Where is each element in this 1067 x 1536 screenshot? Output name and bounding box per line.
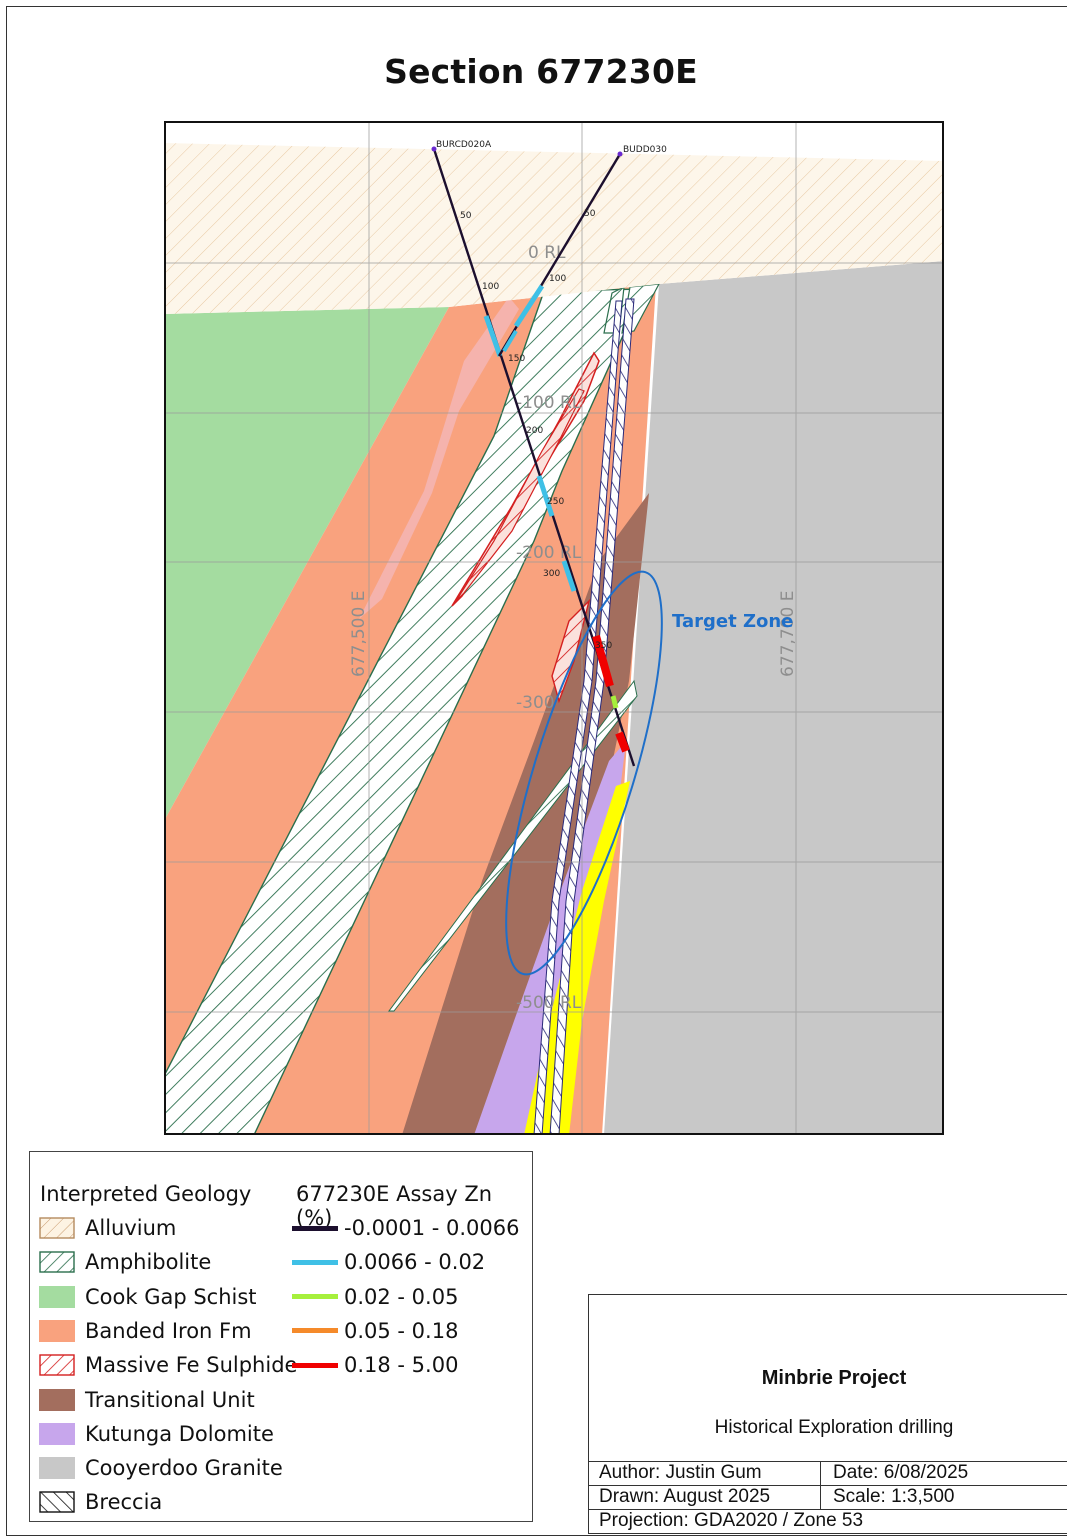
grid-labels: 0 RL -100 RL -200 RL -300 -500 RL 677,50…: [349, 243, 798, 1013]
projection-field: Projection: GDA2020 / Zone 53: [599, 1510, 864, 1531]
scale-field: Scale: 1:3,500: [833, 1486, 955, 1507]
legend-swatch: [39, 1217, 75, 1239]
legend-geology-label: Cooyerdoo Granite: [85, 1456, 283, 1481]
project-name: Minbrie Project: [761, 1367, 907, 1389]
legend-line-swatch: [292, 1294, 338, 1300]
title-block-grid: Author: Justin Gum Date: 6/08/2025 Drawn…: [589, 1461, 1067, 1533]
legend-line-swatch: [292, 1362, 338, 1368]
title-block-row: Author: Justin Gum Date: 6/08/2025: [589, 1461, 1067, 1485]
section-title: Section 677230E: [384, 52, 698, 91]
legend-swatch: [39, 1354, 75, 1376]
target-zone-ellipse: [505, 570, 663, 976]
hole-label-budd030: BUDD030: [623, 145, 667, 155]
rl-label-100: -100 RL: [516, 393, 582, 413]
depth-350-a: 350: [595, 641, 612, 651]
legend-swatch: [39, 1319, 75, 1342]
legend-geology-label: Kutunga Dolomite: [85, 1421, 274, 1446]
legend-geology-item: Banded Iron Fm: [39, 1316, 252, 1346]
legend-swatch: [39, 1457, 75, 1480]
title-block-row: Drawn: August 2025 Scale: 1:3,500: [589, 1485, 1067, 1509]
legend-swatch: [39, 1285, 75, 1308]
easting-label-500: 677,500 E: [349, 591, 369, 677]
legend-line-swatch: [292, 1259, 338, 1265]
easting-label-700: 677,700 E: [778, 591, 798, 677]
depth-200-a: 200: [526, 426, 543, 436]
title-block: Minbrie Project Historical Exploration d…: [588, 1294, 1067, 1534]
depth-50-a: 50: [460, 211, 472, 221]
drawn-field: Drawn: August 2025: [589, 1486, 821, 1509]
legend-geology-item: Cooyerdoo Granite: [39, 1453, 283, 1483]
legend-geology-label: Massive Fe Sulphide: [85, 1353, 298, 1378]
rl-label-500: -500 RL: [516, 993, 582, 1013]
legend-geology-item: Transitional Unit: [39, 1385, 255, 1415]
legend-geology-label: Alluvium: [85, 1216, 177, 1240]
date-field: Date: 6/08/2025: [833, 1462, 969, 1483]
breccia-band-1: [533, 300, 623, 1135]
legend-geology-item: Amphibolite: [39, 1247, 211, 1277]
grid-lines: [164, 121, 944, 1135]
legend-assay-label: 0.0066 - 0.02: [344, 1250, 486, 1275]
hole-labels: BURCD020A BUDD030 50 100 150 200 250 300…: [436, 140, 667, 651]
legend-geology-item: Massive Fe Sulphide: [39, 1350, 297, 1380]
target-zone-label: Target Zone: [672, 611, 793, 632]
depth-250-a: 250: [547, 497, 564, 507]
legend-geology-item: Alluvium: [39, 1213, 176, 1243]
depth-100-b: 100: [549, 274, 566, 284]
legend-geology-title: Interpreted Geology: [40, 1182, 252, 1206]
legend-geology-label: Transitional Unit: [85, 1387, 255, 1412]
legend-assay-item: 0.0066 - 0.02: [292, 1247, 485, 1277]
rl-label-300: -300: [516, 693, 555, 713]
legend-assay-item: 0.18 - 5.00: [292, 1350, 458, 1380]
legend-geology-label: Banded Iron Fm: [85, 1318, 252, 1343]
legend-assay-title: 677230E Assay Zn (%): [296, 1182, 493, 1230]
legend-geology-item: Kutunga Dolomite: [39, 1419, 274, 1449]
alluvium-cover: [164, 143, 944, 314]
legend-assay-label: 0.02 - 0.05: [344, 1284, 459, 1309]
depth-50-b: 50: [584, 209, 596, 219]
breccia-band-2: [549, 298, 635, 1135]
depth-100-a: 100: [482, 282, 499, 292]
legend-geology-label: Amphibolite: [85, 1250, 212, 1275]
granite-yellow-wedge: [524, 781, 630, 1135]
legend-geology-item: Breccia: [39, 1487, 162, 1517]
legend-assay-item: 0.02 - 0.05: [292, 1282, 458, 1312]
legend-line-swatch: [292, 1225, 338, 1231]
legend-geology-label: Breccia: [85, 1490, 163, 1515]
map-border: [164, 121, 944, 1135]
legend-line-swatch: [292, 1328, 338, 1334]
legend-geology-label: Cook Gap Schist: [85, 1284, 257, 1309]
depth-300-a: 300: [543, 569, 560, 579]
sulphide-lens-2: [455, 388, 585, 602]
hole-label-burcd020a: BURCD020A: [436, 140, 492, 150]
granite-body: [604, 261, 944, 1135]
author-field: Author: Justin Gum: [589, 1462, 821, 1485]
schist-lens: [359, 297, 519, 619]
title-block-row: Projection: GDA2020 / Zone 53: [589, 1509, 1067, 1533]
legend-assay-label: 0.18 - 5.00: [344, 1353, 459, 1378]
drillhole-budd030: [497, 151, 623, 357]
drillhole-burcd020a: [431, 146, 636, 767]
legend-swatch: [39, 1388, 75, 1411]
legend-assay-item: 0.05 - 0.18: [292, 1316, 458, 1346]
legend-geology-item: Cook Gap Schist: [39, 1282, 257, 1312]
rl-label-200: -200 RL: [516, 543, 582, 563]
legend-swatch: [39, 1422, 75, 1445]
legend: Interpreted Geology 677230E Assay Zn (%)…: [29, 1151, 533, 1522]
project-subtitle: Historical Exploration drilling: [714, 1417, 954, 1438]
legend-assay-label: -0.0001 - 0.0066: [344, 1216, 520, 1240]
legend-assay-label: 0.05 - 0.18: [344, 1318, 459, 1343]
cross-section-map: 0 RL -100 RL -200 RL -300 -500 RL 677,50…: [164, 121, 944, 1135]
legend-assay-item: -0.0001 - 0.0066: [292, 1213, 519, 1243]
legend-swatch: [39, 1251, 75, 1273]
legend-swatch: [39, 1491, 75, 1514]
depth-150-a: 150: [508, 354, 525, 364]
